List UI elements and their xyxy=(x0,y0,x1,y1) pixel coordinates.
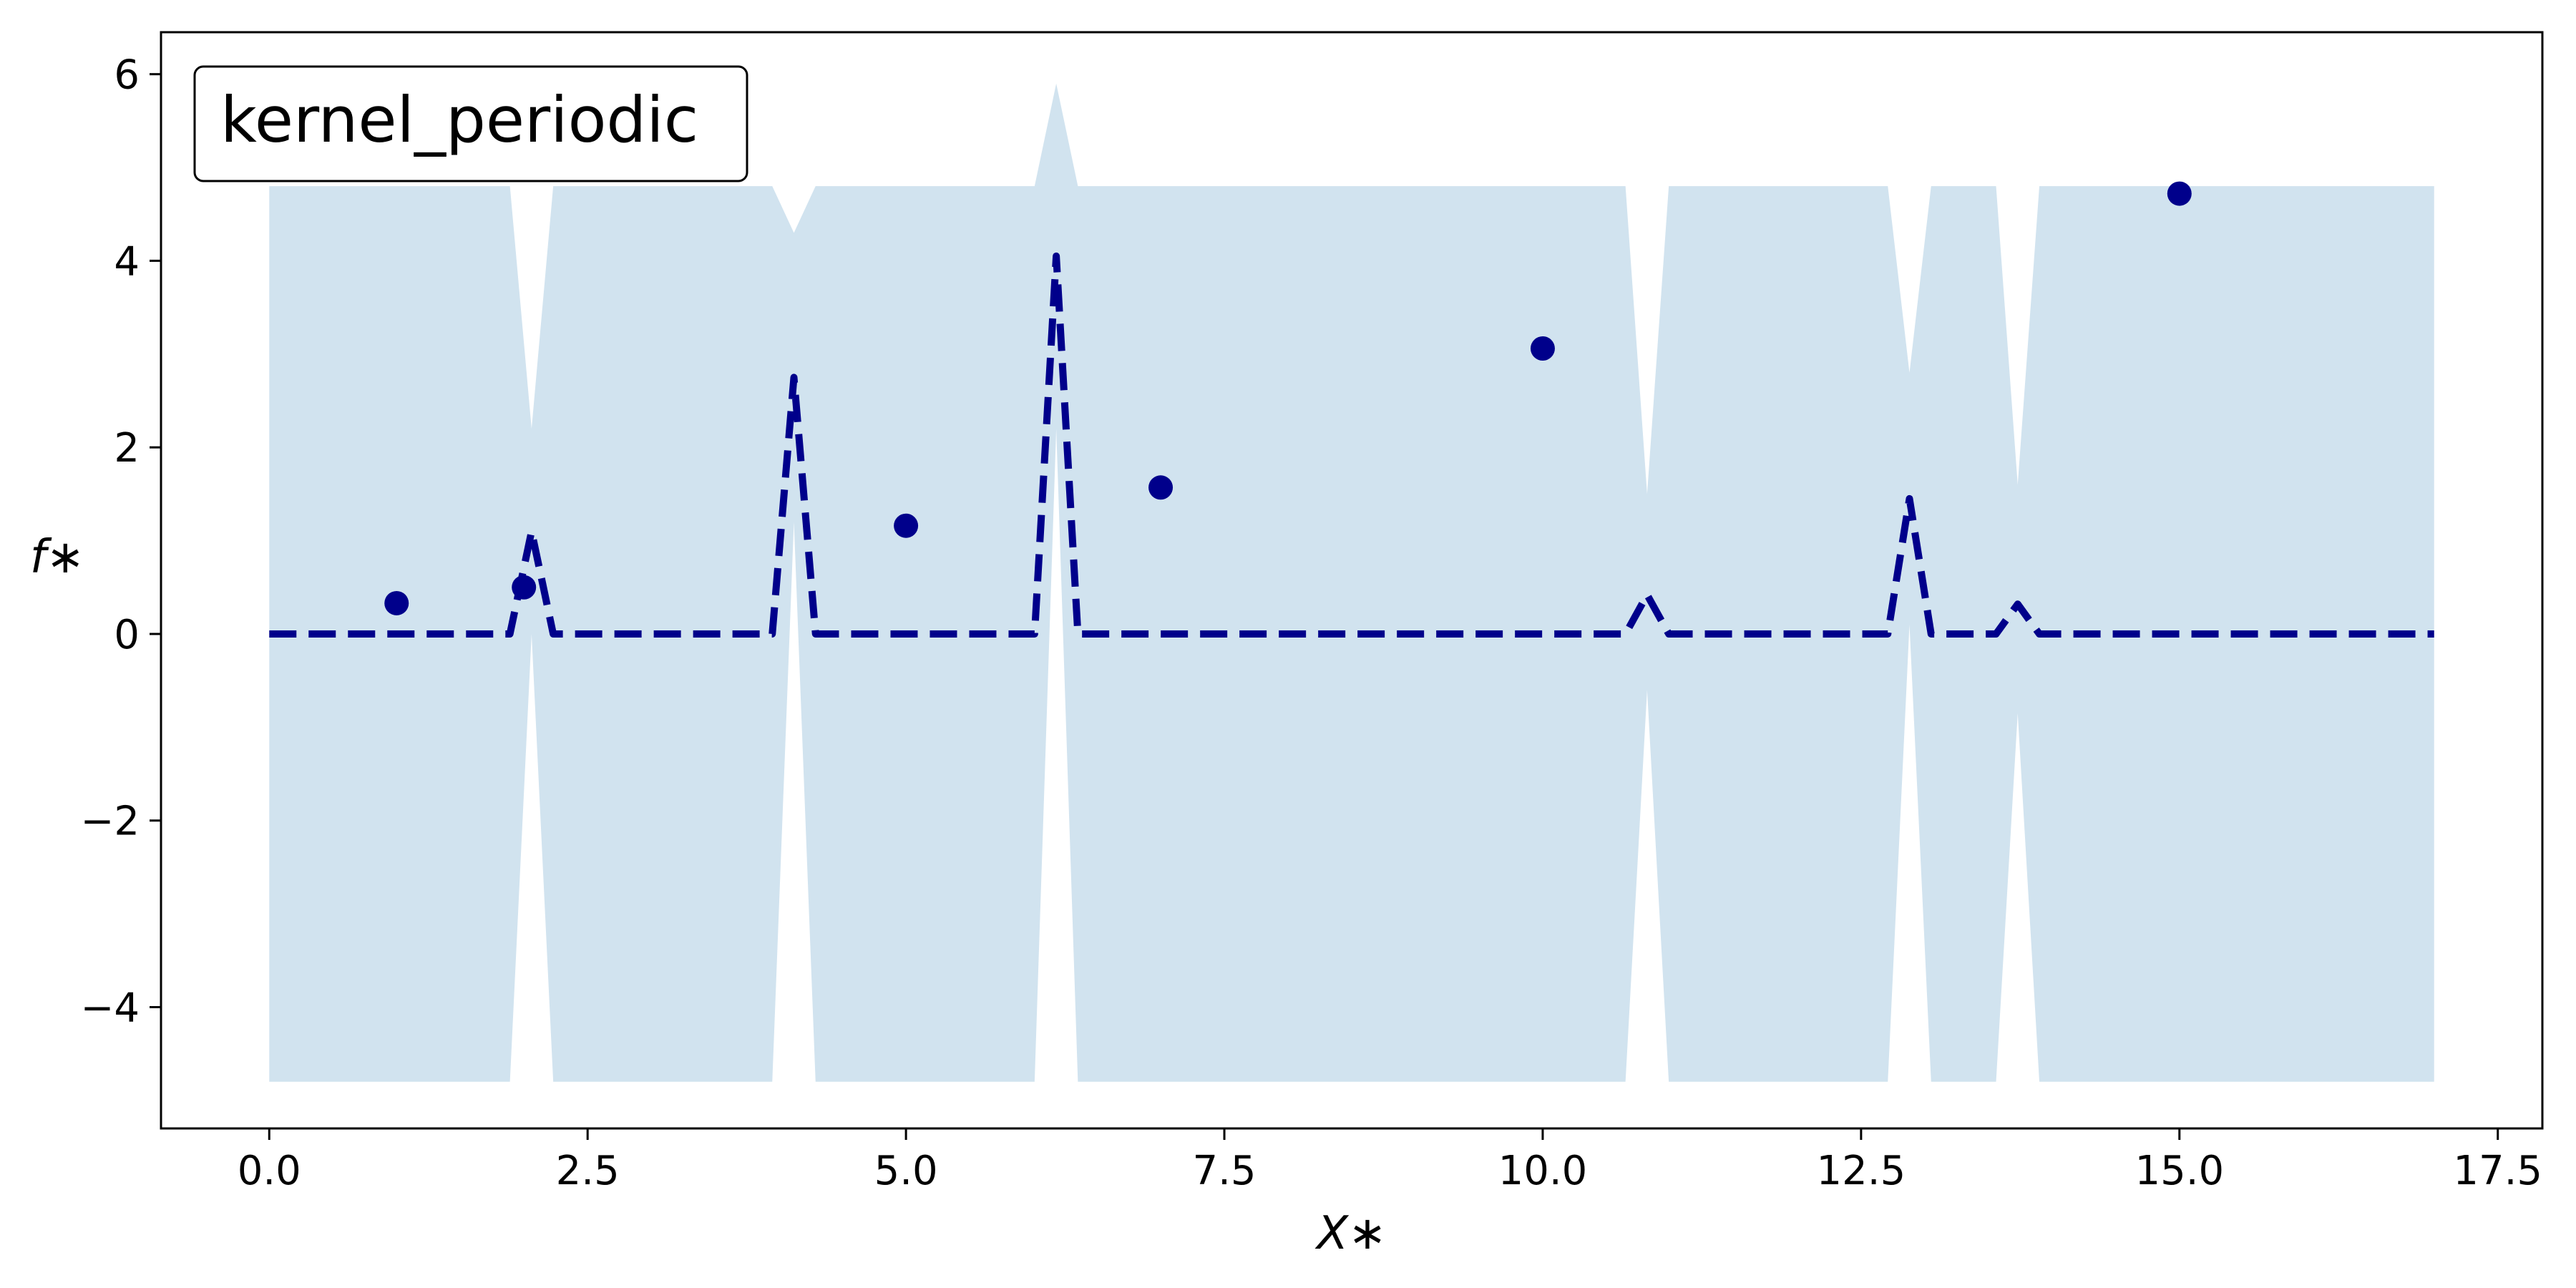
x-tick-label: 10.0 xyxy=(1498,1148,1588,1194)
x-tick-label: 5.0 xyxy=(874,1148,938,1194)
y-tick-label: 6 xyxy=(114,52,140,99)
y-tick-label: 2 xyxy=(114,425,140,472)
confidence-band-layer xyxy=(269,84,2434,1082)
x-tick-label: 7.5 xyxy=(1193,1148,1257,1194)
legend: kernel_periodic xyxy=(195,67,747,181)
observation-point xyxy=(512,575,536,600)
observation-point xyxy=(894,514,918,538)
x-axis-label: X∗ xyxy=(1314,1207,1386,1260)
y-tick-label: −2 xyxy=(80,799,140,845)
x-tick-label: 2.5 xyxy=(556,1148,620,1194)
x-tick-label: 12.5 xyxy=(1817,1148,1906,1194)
x-tick-label: 17.5 xyxy=(2453,1148,2542,1194)
observation-point xyxy=(1148,475,1173,499)
observation-point xyxy=(384,591,409,615)
y-tick-label: 0 xyxy=(114,612,140,658)
observation-point xyxy=(2167,182,2192,206)
x-tick-label: 15.0 xyxy=(2135,1148,2224,1194)
x-tick-label: 0.0 xyxy=(238,1148,301,1194)
observation-point xyxy=(1531,336,1555,361)
y-tick-label: −4 xyxy=(80,985,140,1032)
confidence-band xyxy=(269,84,2434,1082)
y-axis-label: f∗ xyxy=(30,531,84,584)
y-tick-label: 4 xyxy=(114,238,140,285)
legend-label: kernel_periodic xyxy=(220,83,698,157)
